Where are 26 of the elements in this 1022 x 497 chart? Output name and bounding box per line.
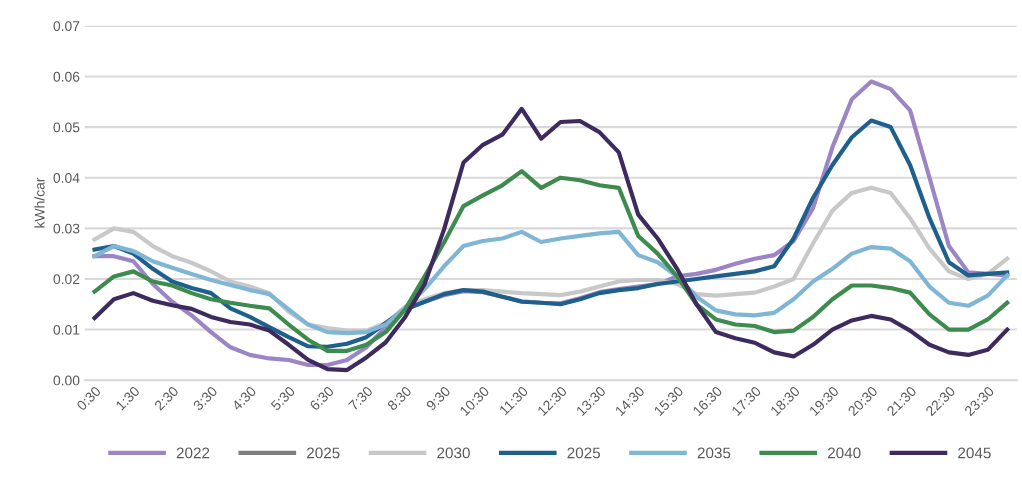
x-tick-label: 9:30 (425, 385, 451, 411)
y-tick-label: 0.02 (53, 274, 80, 285)
legend-label: 2022 (176, 447, 210, 459)
line-series (92, 169, 1010, 353)
line-series (92, 229, 1010, 336)
y-tick-label: 0.04 (53, 173, 80, 183)
y-tick-label: 0.05 (53, 122, 80, 133)
y-tick-label: 0.01 (53, 324, 80, 335)
legend-label: 2025 (567, 447, 601, 459)
legend-label: 2030 (437, 447, 470, 459)
y-tick-label: 0.03 (53, 223, 80, 234)
y-axis-title: kWh/car (34, 177, 45, 228)
x-tick-label: 4:30 (231, 385, 257, 412)
y-tick-label: 0.06 (53, 71, 80, 82)
x-tick-label: 6:30 (309, 385, 335, 411)
legend-label: 2035 (697, 447, 731, 459)
x-tick-label: 3:30 (192, 385, 218, 412)
legend-label: 2025 (307, 447, 340, 459)
x-tick-label: 8:30 (386, 385, 413, 411)
x-tick-label: 0:30 (76, 385, 102, 412)
x-tick-label: 7:30 (348, 385, 374, 411)
y-tick-label: 0.00 (53, 375, 80, 386)
x-tick-label: 5:30 (270, 385, 296, 411)
y-tick-label: 0.07 (53, 21, 80, 32)
legend-label: 2040 (827, 447, 861, 459)
legend-label: 2045 (958, 447, 991, 459)
